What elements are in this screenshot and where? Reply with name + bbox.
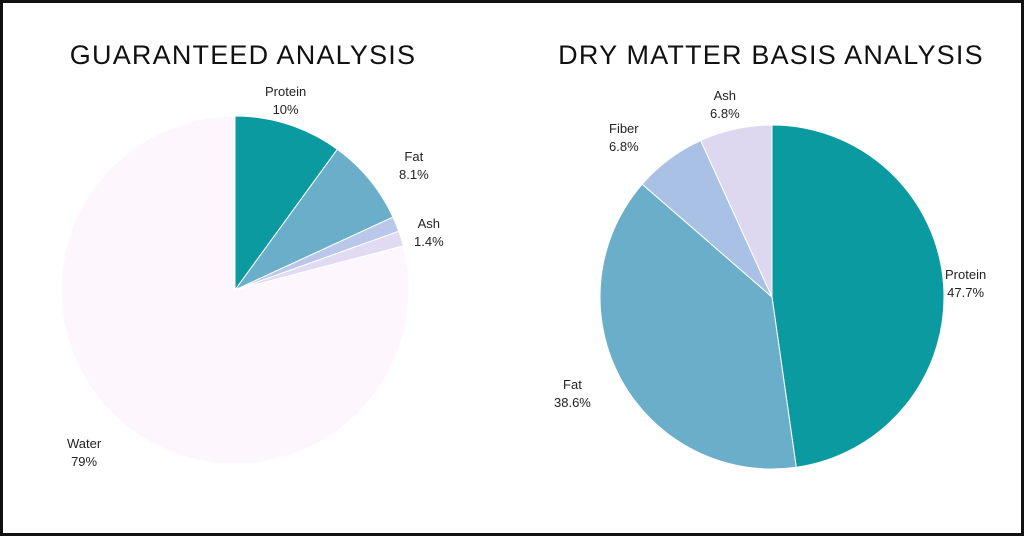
slice-label-water: Water 79% (67, 436, 102, 469)
slice-label-ash: Ash 6.8% (710, 88, 740, 121)
pie-slice-fat (599, 183, 797, 470)
pie-slice-protein (771, 124, 945, 468)
chart-title-dry-matter-basis-analysis: DRY MATTER BASIS ANALYSIS (558, 40, 984, 70)
slice-label-fat: Fat 38.6% (554, 377, 591, 410)
pie-slice-water (60, 115, 410, 465)
slice-label-protein: Protein 10% (265, 84, 307, 117)
slice-label-fat: Fat 8.1% (399, 149, 429, 182)
pie-chart-guaranteed-analysis (60, 115, 410, 465)
pie-slice-ash (699, 124, 773, 298)
slice-label-ash: Ash 1.4% (414, 216, 444, 249)
slice-label-fiber: Fiber 6.8% (609, 121, 639, 154)
slice-label-protein: Protein 47.7% (945, 267, 987, 300)
pie-chart-dry-matter-basis-analysis (599, 124, 945, 470)
pie-slice-fat (233, 148, 394, 292)
pie-slice-protein (234, 115, 339, 292)
chart-title-guaranteed-analysis: GUARANTEED ANALYSIS (69, 40, 417, 70)
